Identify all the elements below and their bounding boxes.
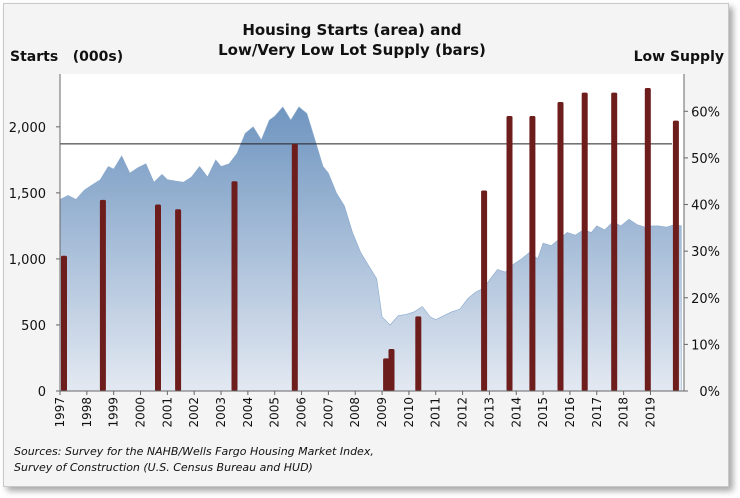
left-tick-label: 0 — [38, 385, 46, 400]
right-axis-title: Low Supply — [634, 49, 724, 65]
right-tick-label: 50% — [691, 152, 720, 167]
lot-supply-bar — [611, 92, 618, 391]
x-tick-label: 2001 — [160, 397, 174, 428]
x-tick-label: 1997 — [53, 397, 67, 428]
lot-supply-bar — [481, 190, 488, 391]
right-tick-label: 60% — [691, 105, 720, 120]
right-y-ticks: 0% 10% 20% 30% 40% 50% 60% — [684, 105, 720, 400]
lot-supply-bar — [383, 358, 390, 391]
housing-starts-area — [59, 106, 682, 392]
x-tick-label: 2004 — [241, 397, 255, 428]
lot-supply-bar — [388, 349, 395, 391]
x-tick-label: 2017 — [590, 397, 604, 428]
lot-supply-bar — [672, 120, 679, 391]
left-axis-title: Starts (000s) — [10, 49, 123, 65]
right-tick-label: 20% — [691, 292, 720, 307]
lot-supply-bar — [231, 181, 238, 391]
lot-supply-bar — [291, 143, 298, 391]
chart-title: Housing Starts (area) and — [242, 21, 461, 39]
x-tick-label: 2002 — [187, 397, 201, 428]
x-tick-label: 2009 — [375, 397, 389, 428]
x-tick-label: 2015 — [536, 397, 550, 428]
left-y-ticks: 0 500 1,000 1,500 2,000 — [9, 121, 60, 400]
x-tick-label: 2000 — [134, 397, 148, 428]
source-line-2: Survey of Construction (U.S. Census Bure… — [14, 461, 313, 474]
lot-supply-bar — [415, 316, 422, 391]
x-tick-label: 2016 — [563, 397, 577, 428]
x-tick-label: 2005 — [268, 397, 282, 428]
lot-supply-bar — [155, 204, 161, 391]
lot-supply-bar — [99, 199, 106, 391]
lot-supply-bar — [529, 116, 536, 391]
right-tick-label: 40% — [691, 199, 720, 214]
left-tick-label: 1,000 — [9, 253, 46, 268]
lot-supply-bar — [644, 88, 651, 391]
lot-supply-bar — [557, 102, 564, 391]
lot-supply-bars-layer — [61, 88, 679, 391]
x-tick-label: 2012 — [456, 397, 470, 428]
left-tick-label: 500 — [21, 319, 46, 334]
x-tick-label: 2007 — [321, 397, 335, 428]
x-tick-label: 2019 — [643, 397, 657, 428]
x-tick-label: 2008 — [348, 397, 362, 428]
right-tick-label: 0% — [699, 385, 720, 400]
left-tick-label: 1,500 — [9, 187, 46, 202]
x-tick-label: 2011 — [429, 397, 443, 428]
right-tick-label: 30% — [691, 245, 720, 260]
x-tick-label: 2018 — [617, 397, 631, 428]
x-tick-label: 2006 — [295, 397, 309, 428]
x-ticks: 1997 1998 1999 2000 2001 2002 2003 2004 2005 2006… — [53, 391, 657, 428]
lot-supply-bar — [581, 92, 588, 391]
lot-supply-bar — [175, 209, 182, 391]
lot-supply-bar — [61, 255, 67, 391]
lot-supply-bar — [506, 116, 513, 391]
x-tick-label: 1999 — [107, 397, 121, 428]
chart-title-line2: Low/Very Low Lot Supply (bars) — [218, 41, 486, 59]
x-tick-label: 2013 — [482, 397, 496, 428]
x-tick-label: 1998 — [80, 397, 94, 428]
x-tick-label: 2014 — [509, 397, 523, 428]
x-tick-label: 2010 — [402, 397, 416, 428]
x-tick-label: 2003 — [214, 397, 228, 428]
right-tick-label: 10% — [691, 338, 720, 353]
source-line-1: Sources: Survey for the NAHB/Wells Fargo… — [14, 445, 374, 458]
housing-starts-area-layer — [59, 106, 682, 392]
left-tick-label: 2,000 — [9, 121, 46, 136]
